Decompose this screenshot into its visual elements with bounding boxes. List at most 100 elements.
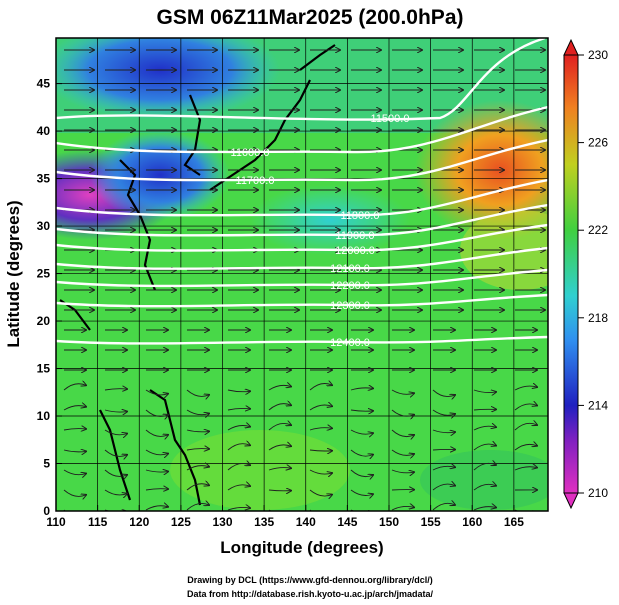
wind-streamline xyxy=(145,470,168,472)
chart-title: GSM 06Z11Mar2025 (200.0hPa) xyxy=(156,6,463,29)
cold-region-central xyxy=(90,130,230,220)
colorbar-label: 226 xyxy=(588,136,608,150)
wind-streamline xyxy=(268,468,291,470)
wind-streamline xyxy=(104,449,127,456)
cyan-region xyxy=(250,185,410,255)
contour-label: 12200.0 xyxy=(330,280,370,292)
y-tick-label: 30 xyxy=(37,219,51,233)
wind-streamline xyxy=(227,390,250,392)
wind-streamline xyxy=(63,469,86,475)
x-tick-label: 115 xyxy=(88,515,108,529)
wind-streamline xyxy=(432,430,455,433)
y-tick-label: 25 xyxy=(37,267,51,281)
wind-streamline xyxy=(63,489,86,496)
contour-label: 12300.0 xyxy=(330,300,370,312)
wind-streamline xyxy=(473,426,496,431)
x-axis-ticks: 110 115 120 125 130 135 140 145 150 155 160 165 xyxy=(46,505,524,529)
cold-region-north xyxy=(56,38,280,120)
wind-streamline xyxy=(186,430,209,432)
colorbar: 230 226 222 218 214 210 xyxy=(563,38,608,510)
wind-streamline xyxy=(514,444,537,451)
wind-streamline xyxy=(432,466,455,471)
wind-streamline xyxy=(104,410,127,412)
height-contour-line xyxy=(56,38,546,121)
wind-streamline xyxy=(309,428,332,430)
x-tick-label: 160 xyxy=(462,515,482,529)
coastline-kurils xyxy=(299,44,336,71)
coastline-philippines xyxy=(149,389,202,506)
height-contour-line xyxy=(56,246,548,270)
y-tick-label: 0 xyxy=(43,504,50,518)
y-tick-label: 20 xyxy=(37,314,51,328)
wind-streamline xyxy=(309,450,332,451)
wind-streamline xyxy=(186,466,209,471)
wind-streamline xyxy=(268,490,291,491)
wind-streamline xyxy=(432,503,455,511)
colorbar-label: 222 xyxy=(588,223,608,237)
wind-streamline xyxy=(104,469,127,476)
wind-streamline xyxy=(145,409,168,416)
wind-streamlines xyxy=(63,50,545,511)
colorbar-label: 218 xyxy=(588,311,608,325)
wind-streamline xyxy=(186,484,209,491)
wind-streamline xyxy=(350,469,373,477)
wind-streamline xyxy=(268,445,291,451)
wind-streamline xyxy=(309,405,332,411)
green-region-southeast xyxy=(420,450,548,510)
wind-streamline xyxy=(473,484,496,491)
wind-streamline xyxy=(473,444,496,451)
height-contour-line xyxy=(56,223,548,252)
wind-streamline xyxy=(432,409,455,415)
contour-label: 11500.0 xyxy=(371,113,410,125)
height-contour-line xyxy=(56,293,548,308)
wind-streamline xyxy=(309,383,332,391)
x-tick-label: 120 xyxy=(129,515,149,529)
x-tick-label: 165 xyxy=(504,515,524,529)
wind-streamline xyxy=(514,423,537,431)
y-axis-label: Latitude (degrees) xyxy=(4,200,23,347)
wind-streamline xyxy=(145,429,168,436)
colorbar-gradient xyxy=(563,54,579,494)
wind-streamline xyxy=(227,444,250,451)
wind-streamline xyxy=(104,489,127,495)
contour-label: 12100.0 xyxy=(330,263,370,275)
wind-streamline xyxy=(227,408,250,410)
colorbar-labels: 230 226 222 218 214 210 xyxy=(578,48,608,500)
wind-streamline xyxy=(514,386,537,391)
wind-streamline xyxy=(227,425,250,431)
wind-streamline xyxy=(145,389,168,395)
x-tick-label: 155 xyxy=(421,515,441,529)
y-tick-label: 45 xyxy=(37,77,51,91)
colorbar-top-arrow xyxy=(563,38,579,56)
height-contours xyxy=(56,38,548,345)
x-tick-label: 140 xyxy=(296,515,316,529)
wind-streamline xyxy=(350,429,373,434)
plot-frame xyxy=(55,37,549,512)
wind-streamline xyxy=(514,404,537,411)
x-tick-label: 125 xyxy=(171,515,191,529)
height-contour-line xyxy=(56,105,548,154)
wind-streamline xyxy=(473,390,496,393)
wind-streamline xyxy=(473,507,496,511)
contour-label: 12400.0 xyxy=(330,337,370,349)
wind-streamline xyxy=(350,410,373,411)
wind-streamline xyxy=(227,463,250,471)
x-tick-label: 110 xyxy=(46,515,66,529)
coastline-borneo xyxy=(99,409,132,501)
wind-streamline xyxy=(350,489,373,495)
wind-streamline xyxy=(63,406,86,411)
x-tick-label: 135 xyxy=(254,515,274,529)
coastline-japan xyxy=(209,79,311,191)
wind-streamline xyxy=(391,429,414,437)
wind-streamline xyxy=(473,409,496,410)
wind-streamline xyxy=(145,449,168,455)
wind-streamline xyxy=(391,469,414,473)
wind-streamline xyxy=(268,385,291,391)
wind-streamline xyxy=(309,489,332,496)
colorbar-label: 230 xyxy=(588,48,608,62)
credit-data: Data from http://database.rish.kyoto-u.a… xyxy=(187,589,434,599)
wind-streamline xyxy=(391,506,414,511)
contour-label-group: 11500.0 11600.0 11700.0 11800.0 11900.0 12000… xyxy=(231,113,410,349)
wind-streamline xyxy=(186,503,209,511)
